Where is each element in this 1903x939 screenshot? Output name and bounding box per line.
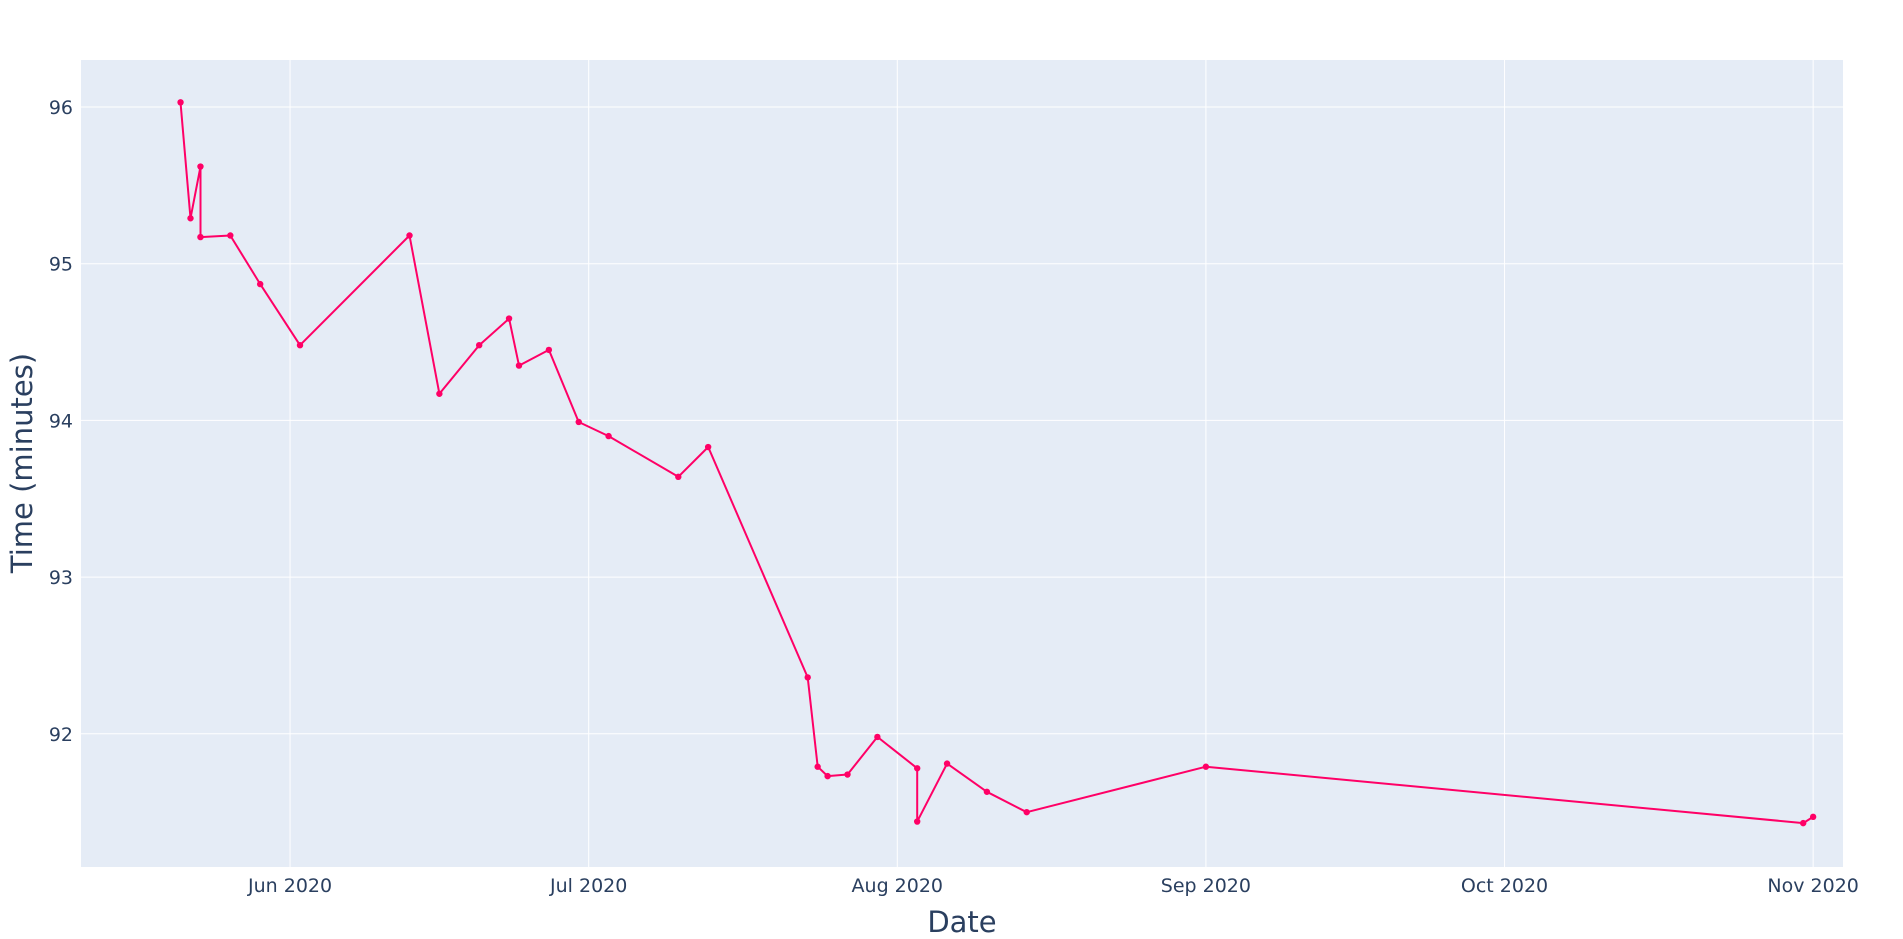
y-tick-label: 96	[49, 97, 73, 119]
y-tick-label: 95	[49, 254, 73, 276]
data-point	[1799, 819, 1807, 827]
data-point	[296, 341, 304, 349]
grid-lines	[81, 60, 1843, 867]
data-point	[515, 362, 523, 369]
data-point	[824, 772, 831, 780]
x-axis-ticks: Jun 2020 Jul 2020 Aug 2020 Sep 2020 Oct 2020…	[247, 875, 1859, 897]
x-tick-label: Nov 2020	[1767, 875, 1858, 897]
series-line	[179, 102, 1814, 825]
data-point	[197, 233, 204, 241]
data-point	[914, 818, 921, 825]
x-axis-title: Date	[927, 905, 996, 939]
data-point	[874, 733, 881, 741]
y-axis-ticks: 92 93 94 95 96	[49, 97, 73, 746]
data-point	[605, 432, 612, 440]
data-point	[187, 215, 194, 222]
x-tick-label: Jun 2020	[247, 875, 332, 897]
data-point	[575, 418, 582, 426]
x-tick-label: Aug 2020	[852, 875, 944, 897]
data-point	[943, 760, 951, 767]
y-tick-label: 92	[49, 724, 73, 746]
y-tick-label: 94	[49, 410, 73, 432]
data-point	[436, 390, 443, 397]
data-point	[804, 674, 811, 681]
data-point	[983, 788, 991, 795]
data-point	[505, 315, 513, 322]
data-point	[197, 163, 204, 170]
plot-area	[81, 60, 1843, 867]
x-tick-label: Sep 2020	[1161, 875, 1251, 897]
data-point	[1809, 813, 1817, 821]
data-point	[545, 346, 553, 354]
series-layer	[177, 99, 1817, 827]
data-point	[1202, 763, 1210, 770]
data-point	[177, 99, 184, 106]
data-point	[844, 771, 851, 778]
data-point	[227, 232, 234, 239]
data-point	[1023, 808, 1030, 816]
data-point	[704, 443, 712, 451]
data-point	[256, 280, 264, 288]
data-point	[675, 473, 682, 481]
x-tick-label: Jul 2020	[549, 875, 627, 897]
data-point	[406, 232, 413, 239]
data-point	[914, 765, 921, 772]
data-point	[475, 341, 483, 349]
x-tick-label: Oct 2020	[1461, 875, 1548, 897]
y-tick-label: 93	[49, 567, 73, 589]
data-point	[814, 763, 821, 770]
y-axis-title: Time (minutes)	[5, 353, 39, 574]
